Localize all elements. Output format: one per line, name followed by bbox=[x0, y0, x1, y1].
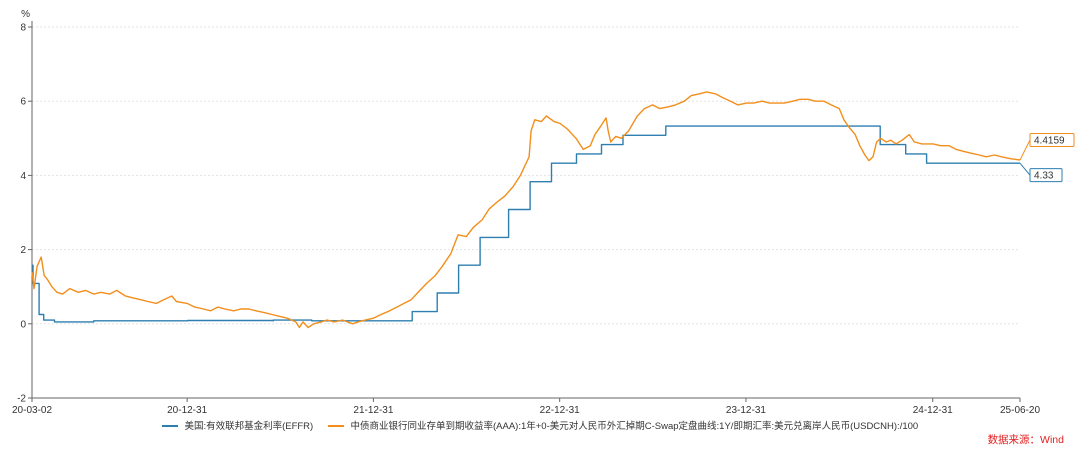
x-tick-label: 23-12-31 bbox=[726, 405, 766, 415]
y-tick-label: 6 bbox=[20, 97, 26, 108]
y-tick-label: -2 bbox=[17, 394, 26, 405]
x-tick-label: 24-12-31 bbox=[913, 405, 953, 415]
x-tick-label: 21-12-31 bbox=[353, 405, 393, 415]
legend: 美国:有效联邦基金利率(EFFR) 中债商业银行同业存单到期收益率(AAA):1… bbox=[0, 418, 1080, 432]
x-tick-label: 20-03-02 bbox=[12, 405, 52, 415]
end-label-1: 4.4159 bbox=[1034, 135, 1065, 146]
line-chart: % 8 6 4 2 0 -220-03-02 20-12-31 21-12-31 22-12-31… bbox=[12, 9, 1075, 415]
y-unit-label: % bbox=[21, 9, 30, 20]
grid-lines bbox=[32, 26, 1020, 399]
end-labels: 4.33 4.4159 bbox=[1019, 132, 1075, 183]
legend-label-effr: 美国:有效联邦基金利率(EFFR) bbox=[184, 421, 314, 432]
x-tick-label: 20-12-31 bbox=[167, 405, 207, 415]
series-line-1 bbox=[31, 91, 1021, 329]
legend-swatch-swap-yield bbox=[327, 425, 344, 428]
legend-label-swap-yield: 中债商业银行同业存单到期收益率(AAA):1年+0-美元对人民币外汇掉期C-Sw… bbox=[350, 421, 919, 432]
y-tick-label: 0 bbox=[20, 319, 26, 330]
y-tick-label: 4 bbox=[20, 171, 26, 182]
legend-item-swap-yield[interactable]: 中债商业银行同业存单到期收益率(AAA):1年+0-美元对人民币外汇掉期C-Sw… bbox=[327, 418, 919, 432]
end-label-leader-1 bbox=[1019, 139, 1031, 161]
legend-swatch-effr bbox=[161, 425, 178, 428]
end-label-leader-0 bbox=[1019, 162, 1031, 176]
axes: % 8 6 4 2 0 -220-03-02 20-12-31 21-12-31 22-12-31… bbox=[12, 9, 1040, 415]
end-label-box-0 bbox=[1029, 168, 1063, 183]
end-label-box-1 bbox=[1029, 132, 1075, 147]
series-lines bbox=[31, 91, 1021, 329]
legend-item-effr[interactable]: 美国:有效联邦基金利率(EFFR) bbox=[161, 418, 314, 432]
y-tick-label: 8 bbox=[20, 23, 26, 34]
x-tick-label: 25-06-20 bbox=[1000, 405, 1040, 415]
x-tick-label: 22-12-31 bbox=[540, 405, 580, 415]
source-note: 数据来源：Wind bbox=[987, 434, 1064, 446]
series-line-0 bbox=[32, 125, 1020, 323]
y-tick-label: 2 bbox=[20, 245, 26, 256]
end-label-0: 4.33 bbox=[1034, 171, 1054, 182]
